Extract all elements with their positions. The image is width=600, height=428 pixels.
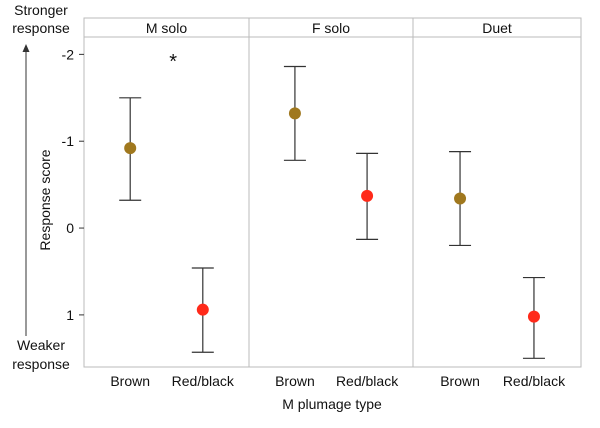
response-direction-arrowhead	[22, 44, 30, 52]
x-tick-label-duet-brown: Brown	[440, 373, 480, 389]
mean-point-m-solo-brown	[124, 142, 137, 155]
mean-point-f-solo-red-black	[361, 189, 374, 202]
significance-marker: *	[169, 51, 177, 73]
x-tick-label-duet-red-black: Red/black	[503, 373, 566, 389]
mean-point-duet-red-black	[527, 310, 540, 323]
weaker-response-line-2: response	[12, 356, 70, 372]
stronger-response-line-1: Stronger	[14, 2, 68, 18]
y-axis-title: Response score	[37, 149, 53, 250]
mean-point-duet-brown	[454, 192, 467, 205]
x-tick-label-f-solo-red-black: Red/black	[336, 373, 399, 389]
y-tick-label: -1	[62, 133, 75, 149]
point-group-m-solo-brown	[119, 97, 142, 201]
mean-point-m-solo-red-black	[196, 303, 209, 316]
y-tick-label: 1	[66, 307, 74, 323]
point-group-duet-brown	[449, 151, 472, 247]
weaker-response-annotation: Weaker response	[12, 337, 70, 372]
y-tick-label: -2	[62, 46, 75, 62]
point-group-f-solo-red-black	[356, 152, 379, 240]
weaker-response-line-1: Weaker	[17, 337, 65, 353]
x-tick-label-m-solo-red-black: Red/black	[172, 373, 235, 389]
mean-point-f-solo-brown	[288, 107, 301, 120]
panel-title-duet: Duet	[482, 20, 512, 36]
x-axis-title: M plumage type	[282, 396, 382, 412]
panel-title-m-solo: M solo	[146, 20, 187, 36]
plot-frame	[83, 17, 582, 368]
panel-title-f-solo: F solo	[312, 20, 350, 36]
x-tick-label-f-solo-brown: Brown	[275, 373, 315, 389]
x-tick-label-m-solo-brown: Brown	[110, 373, 150, 389]
y-tick-label: 0	[66, 220, 74, 236]
point-group-m-solo-red-black	[191, 267, 214, 353]
stronger-response-annotation: Stronger response	[12, 2, 70, 36]
stronger-response-line-2: response	[12, 20, 70, 36]
point-group-duet-red-black	[522, 276, 545, 359]
point-group-f-solo-brown	[283, 65, 306, 161]
